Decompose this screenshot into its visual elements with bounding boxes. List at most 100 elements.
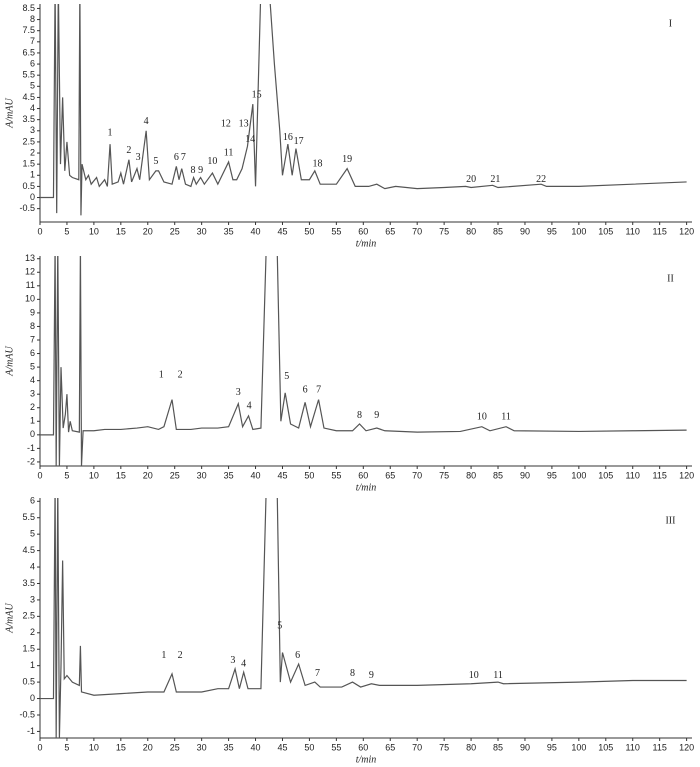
peak-label: 4 [241, 658, 246, 669]
peak-label: 1 [161, 650, 166, 661]
y-tick-label: 10 [25, 294, 35, 304]
x-tick-label: 10 [89, 226, 99, 236]
trace [40, 4, 687, 216]
x-tick-label: 90 [520, 742, 530, 752]
x-axis-label: t/min [356, 754, 377, 765]
peak-label: 1 [159, 370, 164, 381]
y-tick-label: 2 [30, 402, 35, 412]
x-tick-label: 50 [304, 226, 314, 236]
x-tick-label: 80 [466, 470, 476, 480]
peak-label: 22 [536, 174, 546, 185]
x-tick-label: 25 [170, 470, 180, 480]
peak-label: 14 [245, 134, 255, 145]
x-tick-label: 55 [331, 742, 341, 752]
y-tick-label: 1 [30, 660, 35, 670]
x-tick-label: 15 [116, 742, 126, 752]
y-tick-label: 3 [30, 594, 35, 604]
peak-label: 3 [230, 655, 235, 666]
x-tick-label: 110 [626, 742, 640, 752]
x-tick-label: 0 [37, 470, 42, 480]
peak-label: 11 [493, 670, 503, 681]
x-tick-label: 45 [277, 742, 287, 752]
x-tick-label: 105 [598, 470, 613, 480]
x-tick-label: 95 [547, 226, 557, 236]
y-axis-label: A/mAU [4, 346, 15, 377]
x-tick-label: 5 [64, 742, 69, 752]
y-tick-label: 8 [30, 14, 35, 24]
peak-label: 3 [236, 387, 241, 398]
peak-label: 2 [178, 370, 183, 381]
y-tick-label: 3.5 [22, 114, 35, 124]
x-tick-label: 100 [571, 742, 586, 752]
peak-label: 18 [313, 158, 323, 169]
y-tick-label: 9 [30, 307, 35, 317]
y-tick-label: 11 [26, 280, 35, 290]
peak-label: 7 [181, 152, 186, 163]
peak-label: 15 [252, 90, 262, 101]
x-tick-label: 30 [197, 742, 207, 752]
y-tick-label: 6.5 [22, 47, 35, 57]
x-tick-label: 75 [439, 226, 449, 236]
x-tick-label: 75 [439, 470, 449, 480]
x-tick-label: 85 [493, 226, 503, 236]
peak-label: 11 [224, 147, 234, 158]
x-tick-label: 115 [652, 226, 666, 236]
y-tick-label: 4.5 [22, 545, 35, 555]
y-tick-label: 1 [30, 416, 35, 426]
x-tick-label: 110 [626, 470, 640, 480]
y-tick-label: 1.5 [22, 159, 35, 169]
x-tick-label: 0 [37, 226, 42, 236]
y-tick-label: 5 [30, 529, 35, 539]
peak-label: 1 [108, 127, 113, 138]
x-tick-label: 30 [197, 470, 207, 480]
x-tick-label: 90 [520, 226, 530, 236]
peak-label: 21 [490, 174, 500, 185]
x-tick-label: 65 [385, 470, 395, 480]
x-tick-label: 50 [304, 742, 314, 752]
trace [40, 498, 687, 738]
x-tick-label: 95 [547, 742, 557, 752]
x-tick-label: 25 [170, 226, 180, 236]
y-tick-label: 3 [30, 125, 35, 135]
y-tick-label: -0.5 [19, 709, 35, 719]
x-axis-label: t/min [356, 238, 377, 249]
y-tick-label: -0.5 [19, 203, 35, 213]
peak-label: 12 [221, 118, 231, 129]
peak-label: 6 [295, 650, 300, 661]
x-tick-label: 40 [251, 226, 261, 236]
x-tick-label: 85 [493, 470, 503, 480]
x-tick-label: 45 [277, 470, 287, 480]
y-tick-label: 5.5 [22, 512, 35, 522]
y-tick-label: 2 [30, 627, 35, 637]
y-tick-label: 0.5 [22, 676, 35, 686]
x-tick-label: 65 [385, 226, 395, 236]
peak-label: 10 [477, 412, 487, 423]
x-tick-label: 45 [277, 226, 287, 236]
x-tick-label: 25 [170, 742, 180, 752]
peak-label: 4 [247, 401, 252, 412]
peak-label: 5 [277, 621, 282, 632]
peak-label: II [667, 273, 674, 284]
x-tick-label: 60 [358, 470, 368, 480]
y-tick-label: 3.5 [22, 578, 35, 588]
x-tick-label: 115 [652, 742, 666, 752]
y-tick-label: 6 [30, 58, 35, 68]
x-tick-label: 5 [64, 226, 69, 236]
y-tick-label: 8.5 [22, 3, 35, 13]
x-tick-label: 65 [385, 742, 395, 752]
y-tick-label: 7.5 [22, 25, 35, 35]
peak-label: 16 [283, 132, 293, 143]
peak-label: 5 [153, 156, 158, 167]
y-tick-label: 4 [30, 561, 35, 571]
x-tick-label: 15 [116, 470, 126, 480]
x-tick-label: 70 [412, 226, 422, 236]
x-tick-label: 10 [89, 470, 99, 480]
y-axis-label: A/mAU [4, 603, 15, 634]
x-tick-label: 55 [331, 470, 341, 480]
x-tick-label: 105 [598, 226, 613, 236]
y-tick-label: 7 [30, 36, 35, 46]
x-tick-label: 115 [652, 470, 666, 480]
x-tick-label: 80 [466, 226, 476, 236]
y-tick-label: 0 [30, 693, 35, 703]
